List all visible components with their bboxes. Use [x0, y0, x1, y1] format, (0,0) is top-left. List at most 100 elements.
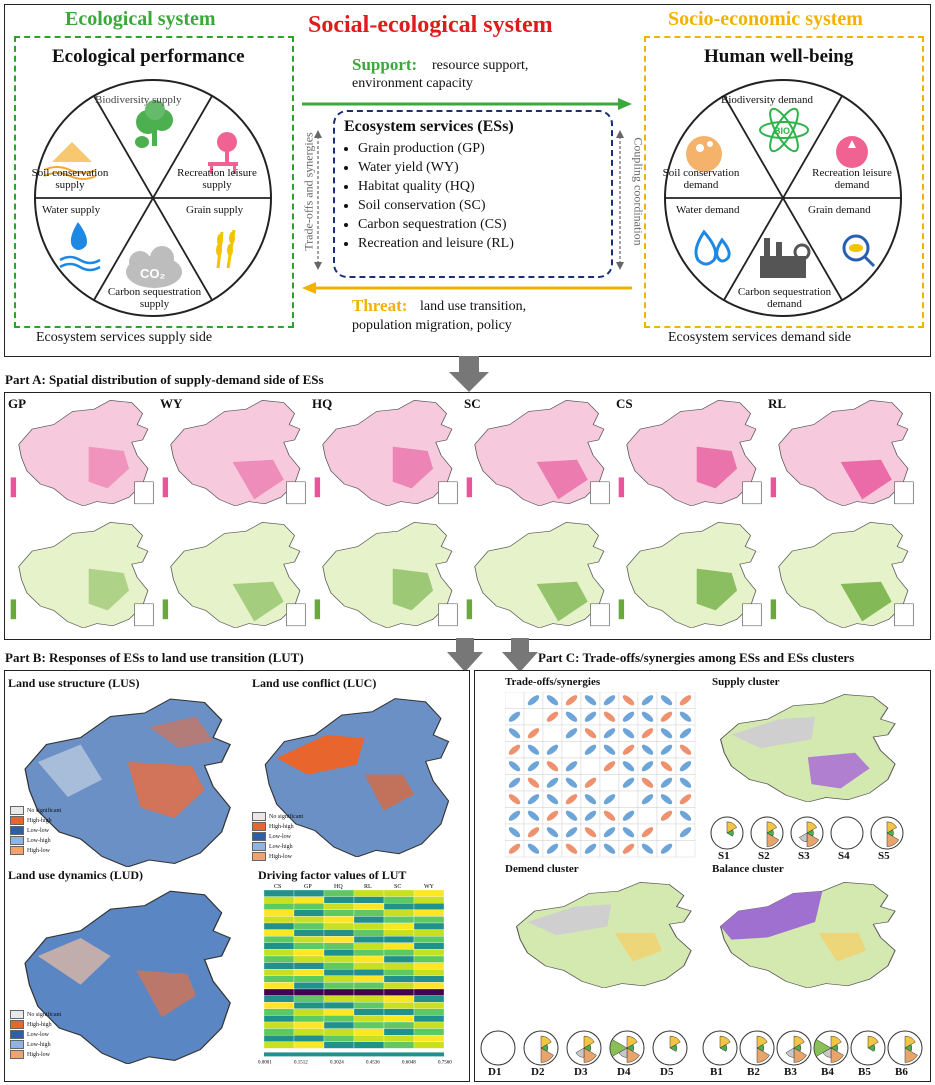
tradeoffs-ellipse	[565, 843, 578, 854]
tradeoffs-ellipse	[527, 827, 540, 838]
heatmap-cell	[383, 909, 415, 917]
recreation-demand-icon	[836, 136, 868, 168]
heatmap-cell	[413, 916, 445, 924]
heatmap-cell	[263, 1028, 295, 1036]
coupling-dashed-arrow	[616, 130, 624, 270]
tradeoffs-ellipse	[603, 827, 616, 838]
heatmap-cell	[413, 936, 445, 943]
heatmap-cell	[293, 969, 325, 976]
cluster-pie	[870, 816, 904, 850]
heatmap-cell	[413, 942, 445, 950]
cluster-pie	[887, 1030, 923, 1066]
legend-item: Low-low	[10, 826, 49, 835]
tradeoffs-ellipse	[660, 843, 673, 854]
heatmap-cell	[383, 929, 415, 937]
tradeoffs-ellipse	[679, 777, 692, 788]
legend-item: Low-high	[252, 842, 293, 851]
tradeoffs-ellipse	[641, 728, 654, 739]
heatmap-cell	[353, 1028, 385, 1036]
tradeoffs-ellipse	[603, 744, 616, 755]
supply-cluster-map	[719, 693, 897, 802]
human-wellbeing-box	[644, 36, 924, 328]
support-text-1: resource support,	[432, 58, 529, 73]
atom-icon: BIO	[759, 107, 809, 153]
heatmap-cell	[383, 916, 415, 924]
cluster-pie	[850, 1030, 886, 1066]
cluster-pie	[750, 816, 784, 850]
ecological-performance-box	[14, 36, 294, 328]
heatmap-cell	[383, 969, 415, 976]
supply-map-rl	[770, 399, 914, 506]
heatmap-cell	[263, 1015, 295, 1023]
threat-text-1: land use transition,	[420, 299, 527, 314]
pie-slice	[756, 1047, 770, 1063]
tradeoffs-ellipse	[508, 810, 521, 821]
tradeoffs-ellipse	[584, 810, 597, 821]
tradeoffs-ellipse	[565, 777, 578, 788]
heatmap-cell	[353, 975, 385, 983]
heatmap-cell	[383, 1021, 415, 1029]
heatmap-cell	[413, 962, 445, 970]
tradeoffs-ellipse	[622, 777, 635, 788]
tradeoffs-ellipse	[641, 744, 654, 755]
heatmap-cell	[383, 1008, 415, 1016]
tradeoffs-ellipse	[584, 827, 597, 838]
tradeoffs-ellipse	[660, 695, 673, 706]
heatmap-cell	[323, 922, 355, 930]
heatmap-cell	[353, 922, 385, 930]
tradeoffs-ellipse	[527, 810, 540, 821]
cluster-pie	[739, 1030, 775, 1066]
pie-slice	[626, 1035, 638, 1049]
heatmap-cell	[293, 929, 325, 937]
heatmap-cell	[353, 896, 385, 904]
tradeoffs-ellipse	[508, 843, 521, 854]
svg-text:CO₂: CO₂	[140, 266, 166, 281]
heatmap-colorbar	[264, 1052, 444, 1057]
heatmap-cell	[263, 962, 295, 970]
legend-item: Low-low	[10, 1030, 49, 1039]
heatmap-cell	[353, 936, 385, 943]
heatmap-cell	[413, 889, 445, 897]
tradeoffs-ellipse	[603, 728, 616, 739]
cluster-pie	[480, 1030, 516, 1066]
heatmap-cell	[293, 995, 325, 1003]
tradeoffs-ellipse	[641, 761, 654, 772]
heatmap-tick: 0.1512	[294, 1060, 308, 1065]
lud-title: Land use dynamics (LUD)	[8, 868, 144, 882]
heatmap-cell	[353, 988, 385, 996]
supply-water-label: Water supply	[42, 204, 101, 216]
pie-slice	[886, 821, 898, 834]
heatmap-cell	[323, 1021, 355, 1029]
heatmap-cell	[263, 929, 295, 937]
tradeoffs-ellipse	[641, 711, 654, 722]
heatmap-cell	[293, 955, 325, 963]
lud-map	[24, 890, 232, 1064]
demand-cluster-title: Demend cluster	[505, 863, 579, 875]
tradeoffs-ellipse	[508, 827, 521, 838]
heatmap-cell	[413, 896, 445, 904]
heatmap-cell	[413, 929, 445, 937]
pie-slice	[726, 829, 734, 837]
heatmap-cell	[293, 1021, 325, 1029]
tradeoffs-ellipse	[679, 794, 692, 805]
heatmap-cell	[293, 1002, 325, 1009]
heatmap-cell	[413, 988, 445, 996]
co2-cloud-icon: CO₂	[126, 246, 182, 288]
balance-cluster-map	[719, 881, 897, 988]
heatmap-cell	[383, 896, 415, 904]
demand-recreation-label: Recreation leisure demand	[812, 167, 892, 191]
heatmap-cell	[383, 949, 415, 957]
supply-cluster-title: Supply cluster	[712, 676, 780, 688]
pie-slice	[867, 1044, 876, 1052]
grain-icon	[216, 229, 236, 269]
heatmap-cell	[413, 1028, 445, 1036]
supply-map-sc	[466, 399, 610, 506]
cluster-pie-label: B6	[895, 1066, 908, 1078]
heatmap-cell	[353, 1002, 385, 1009]
heatmap-cell	[383, 1028, 415, 1036]
tradeoffs-ellipse	[584, 777, 597, 788]
heatmap-cell	[263, 975, 295, 983]
ess-title: Ecosystem services (ESs)	[344, 118, 514, 135]
tradeoffs-ellipse	[546, 711, 559, 722]
tradeoffs-ellipse	[603, 711, 616, 722]
